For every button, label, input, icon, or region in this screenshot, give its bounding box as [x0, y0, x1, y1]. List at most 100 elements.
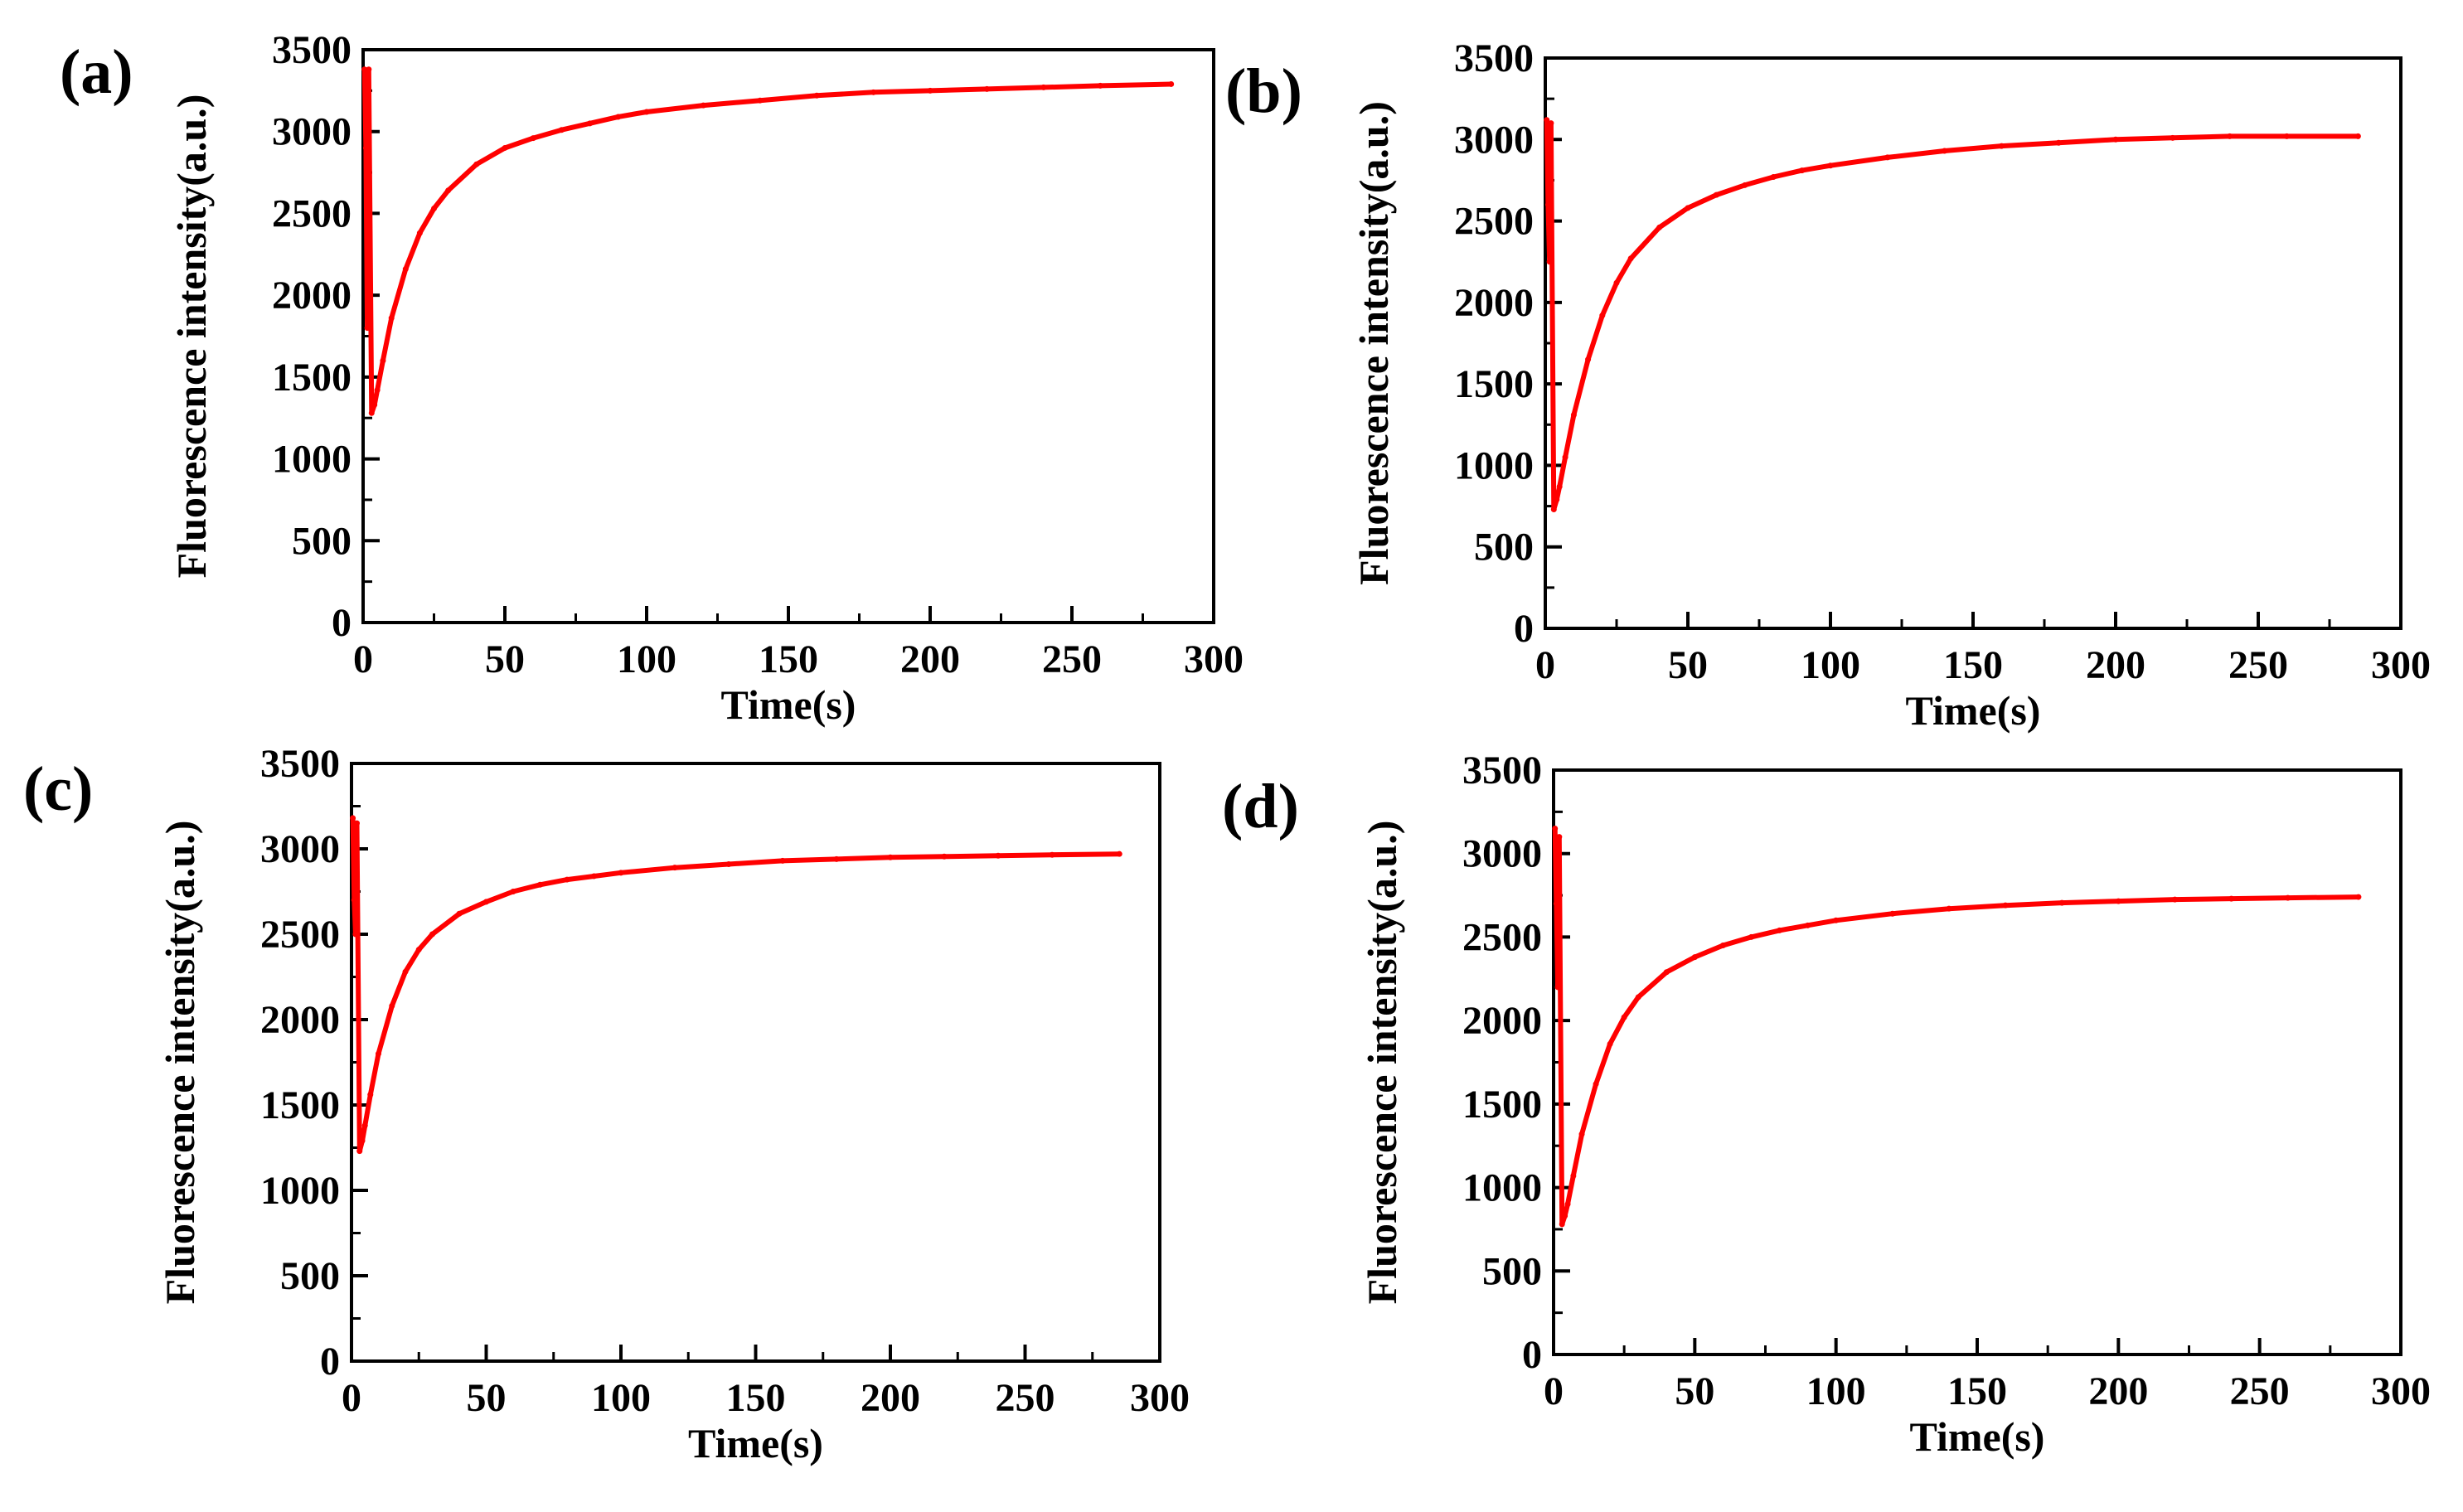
- y-tick-label: 500: [1482, 1249, 1542, 1293]
- y-tick-label: 1500: [1462, 1083, 1542, 1127]
- panel-label: (b): [1225, 56, 1302, 126]
- data-point: [1049, 851, 1055, 858]
- data-point: [359, 1137, 366, 1144]
- data-point: [510, 889, 516, 894]
- y-tick-label: 1000: [1454, 443, 1534, 487]
- data-point: [941, 853, 948, 860]
- data-point: [456, 910, 463, 917]
- panel-label: (a): [60, 37, 133, 107]
- y-tick-label: 1500: [260, 1083, 340, 1127]
- data-point: [364, 325, 371, 332]
- y-tick-label: 500: [1474, 526, 1534, 569]
- data-point: [1827, 162, 1834, 169]
- y-tick-label: 3000: [1454, 118, 1534, 162]
- data-point: [350, 815, 356, 821]
- data-point: [1946, 905, 1952, 912]
- y-tick-label: 3500: [272, 28, 352, 72]
- chart-panel-2: 0 50 100 150 200 250 3000500100015002000250030…: [1225, 36, 2431, 734]
- x-tick-label: 200: [900, 637, 960, 681]
- data-point: [1550, 506, 1557, 513]
- data-point: [1556, 834, 1563, 841]
- x-tick-label: 150: [1947, 1369, 2007, 1413]
- data-point: [429, 931, 435, 938]
- data-point: [591, 873, 597, 880]
- chart-panel-1: 0 50 100 150 200 250 3000500100015002000250030…: [60, 28, 1244, 728]
- x-tick-label: 200: [861, 1376, 920, 1420]
- y-tick-label: 1500: [1454, 362, 1534, 406]
- data-point: [388, 315, 395, 322]
- data-point: [1742, 182, 1748, 188]
- data-point: [1570, 411, 1577, 418]
- data-point: [1564, 1201, 1571, 1208]
- data-point: [1777, 927, 1783, 933]
- data-point: [643, 109, 650, 115]
- data-point: [1585, 356, 1592, 363]
- x-tick-label: 300: [2371, 1369, 2431, 1413]
- data-point: [1799, 167, 1806, 174]
- data-point: [2354, 133, 2361, 139]
- x-tick-label: 50: [1675, 1369, 1714, 1413]
- data-point: [1685, 205, 1691, 211]
- data-point: [2227, 133, 2233, 139]
- x-axis-title: Time(s): [721, 681, 856, 728]
- x-tick-label: 300: [1184, 637, 1244, 681]
- data-point: [389, 1003, 395, 1010]
- data-point: [1097, 82, 1103, 89]
- data-point: [416, 230, 423, 236]
- data-point: [779, 857, 786, 864]
- data-point: [2058, 899, 2065, 906]
- y-tick-label: 500: [292, 519, 352, 563]
- data-point: [2115, 898, 2121, 904]
- data-point: [2002, 902, 2009, 909]
- data-point: [1562, 454, 1568, 461]
- data-point: [371, 401, 378, 408]
- y-tick-label: 2000: [1462, 999, 1542, 1043]
- data-point: [1748, 933, 1754, 940]
- plot-frame: [1552, 768, 2402, 1356]
- x-tick-label: 250: [1042, 637, 1102, 681]
- data-point: [564, 876, 570, 883]
- data-point: [537, 881, 543, 888]
- y-tick-label: 3500: [1462, 749, 1542, 792]
- y-axis-title: Fluorescence intensity(a.u.): [1350, 101, 1397, 585]
- x-tick-label: 0: [1544, 1369, 1564, 1413]
- y-tick-label: 1000: [260, 1169, 340, 1213]
- data-point: [1656, 224, 1663, 230]
- x-tick-label: 100: [1801, 643, 1860, 687]
- data-point: [374, 387, 381, 394]
- data-point: [362, 144, 369, 151]
- x-tick-label: 50: [467, 1376, 507, 1420]
- y-axis-title: Fluorescence intensity(a.u.): [157, 821, 203, 1305]
- data-point: [530, 135, 536, 142]
- data-point: [1552, 826, 1559, 831]
- data-point: [1627, 255, 1634, 262]
- y-tick-label: 2500: [1462, 915, 1542, 959]
- y-tick-label: 3000: [272, 110, 352, 154]
- data-point: [1544, 201, 1551, 208]
- y-axis-title: Fluorescence intensity(a.u.): [168, 94, 215, 579]
- data-point: [1607, 1040, 1613, 1047]
- chart-panel-4: 0 50 100 150 200 250 3000500100015002000250030…: [1222, 749, 2431, 1460]
- x-tick-label: 0: [353, 637, 373, 681]
- data-point: [352, 931, 359, 938]
- data-point: [1553, 900, 1559, 907]
- data-point: [1998, 143, 2005, 149]
- y-tick-label: 2500: [260, 913, 340, 957]
- data-point: [887, 854, 894, 860]
- y-tick-label: 0: [320, 1340, 340, 1384]
- x-tick-label: 150: [726, 1376, 786, 1420]
- x-tick-label: 150: [1943, 643, 2003, 687]
- data-point: [2171, 896, 2178, 903]
- data-point: [402, 266, 409, 273]
- y-tick-label: 500: [280, 1254, 340, 1298]
- y-tick-label: 0: [1522, 1333, 1542, 1377]
- data-point: [1570, 1172, 1577, 1179]
- data-point: [1593, 1081, 1599, 1088]
- y-tick-label: 2000: [260, 998, 340, 1042]
- data-point: [473, 161, 480, 167]
- data-point: [367, 1092, 374, 1098]
- data-point: [700, 102, 706, 109]
- data-point: [983, 85, 990, 92]
